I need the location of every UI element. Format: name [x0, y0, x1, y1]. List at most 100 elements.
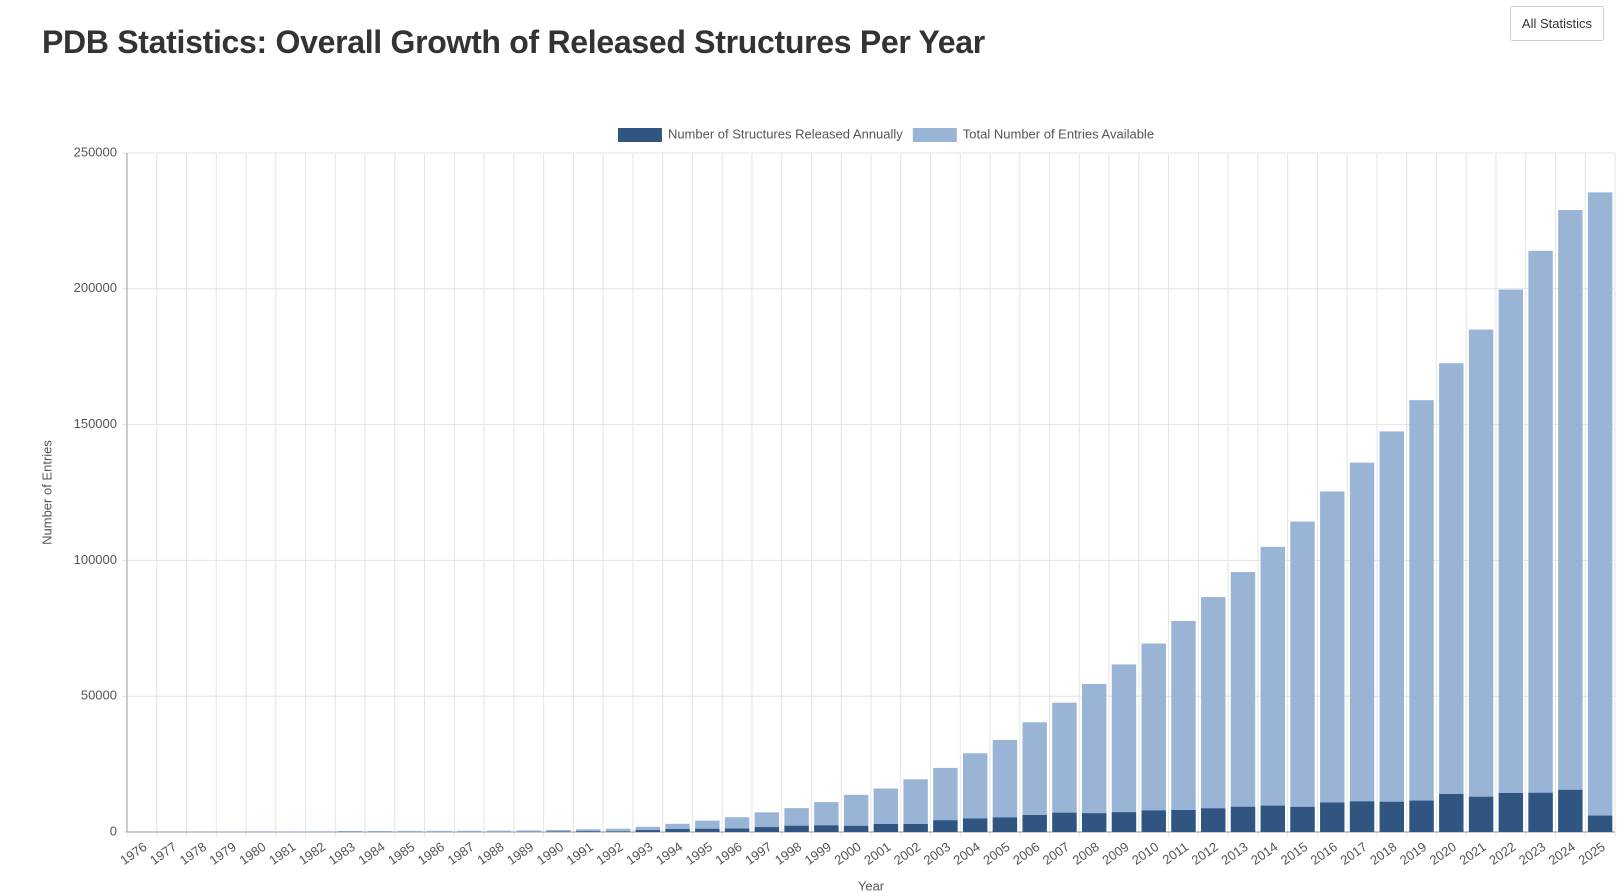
bar [397, 830, 422, 832]
bar [516, 830, 541, 832]
bar [1260, 805, 1285, 832]
bar [1052, 812, 1077, 832]
x-tick-label: 2003 [921, 839, 953, 868]
bar [1081, 813, 1107, 832]
bar [427, 830, 452, 832]
bar [992, 817, 1018, 832]
x-tick-label: 2023 [1516, 839, 1548, 868]
bar [1349, 462, 1375, 832]
bar [278, 831, 303, 832]
bar [1052, 702, 1077, 832]
bar [605, 831, 631, 832]
bar [1558, 789, 1583, 832]
x-tick-label: 2005 [980, 839, 1012, 868]
bar [248, 831, 274, 832]
bar [962, 818, 988, 832]
bar [1141, 643, 1166, 832]
bar [1290, 806, 1315, 832]
legend-swatch [912, 128, 957, 142]
all-statistics-button[interactable]: All Statistics [1509, 6, 1604, 41]
bar [457, 830, 482, 832]
x-tick-label: 1996 [712, 839, 744, 868]
bar [724, 828, 750, 832]
bar [1111, 664, 1137, 832]
bar [814, 825, 839, 832]
y-tick-label: 150000 [74, 416, 117, 431]
bar [576, 829, 601, 832]
bar [933, 820, 958, 832]
x-tick-label: 2008 [1070, 839, 1102, 868]
x-tick-label: 1986 [415, 839, 447, 868]
bar [1081, 683, 1107, 832]
bar [665, 823, 690, 832]
bar [1587, 815, 1613, 832]
bar [903, 779, 928, 832]
bar [873, 823, 899, 832]
x-tick-label: 2025 [1576, 839, 1608, 868]
bar [1498, 289, 1524, 832]
bar [1468, 796, 1494, 832]
x-tick-label: 1984 [355, 839, 387, 868]
bar [1409, 800, 1434, 832]
bar [1171, 810, 1196, 832]
x-tick-label: 1982 [296, 839, 328, 868]
y-tick-label: 50000 [81, 688, 117, 703]
y-axis-title: Number of Entries [39, 440, 54, 545]
x-tick-label: 2013 [1218, 839, 1250, 868]
bar [843, 825, 869, 832]
bar [1260, 546, 1285, 832]
x-tick-label: 2024 [1546, 839, 1578, 868]
x-tick-label: 2002 [891, 839, 923, 868]
bar [1201, 597, 1226, 832]
bar [784, 825, 809, 832]
bar [337, 831, 363, 832]
y-tick-label: 250000 [74, 144, 117, 159]
x-tick-label: 1985 [385, 839, 417, 868]
x-tick-label: 2007 [1040, 839, 1072, 868]
x-tick-label: 1990 [534, 839, 566, 868]
x-tick-label: 2000 [832, 839, 864, 868]
bar [486, 830, 512, 832]
x-tick-label: 1980 [236, 839, 268, 868]
page-title: PDB Statistics: Overall Growth of Releas… [42, 24, 985, 60]
bar [1498, 793, 1524, 832]
legend-swatch [617, 128, 662, 142]
bar [754, 827, 780, 832]
bar [695, 820, 720, 832]
x-tick-label: 1993 [623, 839, 655, 868]
bar [1379, 801, 1405, 832]
x-tick-label: 1979 [207, 839, 239, 868]
y-tick-label: 200000 [74, 280, 117, 295]
x-tick-label: 1983 [326, 839, 358, 868]
bar [1171, 620, 1196, 832]
bar [1349, 801, 1375, 832]
x-tick-label: 1991 [564, 839, 596, 868]
x-tick-label: 2020 [1427, 839, 1459, 868]
x-tick-label: 1994 [653, 839, 685, 868]
bar [992, 739, 1018, 832]
bar [1379, 431, 1405, 832]
bar [1230, 572, 1256, 832]
bar [903, 823, 928, 832]
x-tick-label: 2017 [1337, 839, 1369, 868]
y-tick-label: 100000 [74, 552, 117, 567]
bar [1230, 806, 1256, 832]
bar [1468, 329, 1494, 832]
bar [546, 830, 571, 832]
bar [1320, 491, 1345, 832]
bar [1528, 792, 1553, 832]
x-tick-label: 2006 [1010, 839, 1042, 868]
bar [1022, 815, 1047, 832]
x-tick-label: 2018 [1367, 839, 1399, 868]
bar [1290, 521, 1315, 832]
x-tick-label: 1992 [593, 839, 625, 868]
bar [724, 817, 750, 832]
bar [605, 828, 631, 832]
bar [367, 830, 393, 832]
x-tick-label: 2004 [951, 839, 983, 868]
x-tick-label: 1977 [147, 839, 179, 868]
x-tick-label: 1997 [742, 839, 774, 868]
legend-label: Number of Structures Released Annually [668, 126, 903, 141]
bar [1587, 192, 1613, 832]
